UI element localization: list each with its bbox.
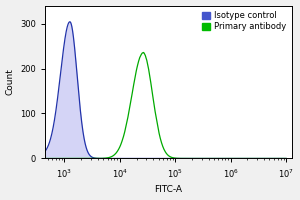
Legend: Isotype control, Primary antibody: Isotype control, Primary antibody <box>199 8 289 35</box>
X-axis label: FITC-A: FITC-A <box>154 185 182 194</box>
Y-axis label: Count: Count <box>6 69 15 95</box>
